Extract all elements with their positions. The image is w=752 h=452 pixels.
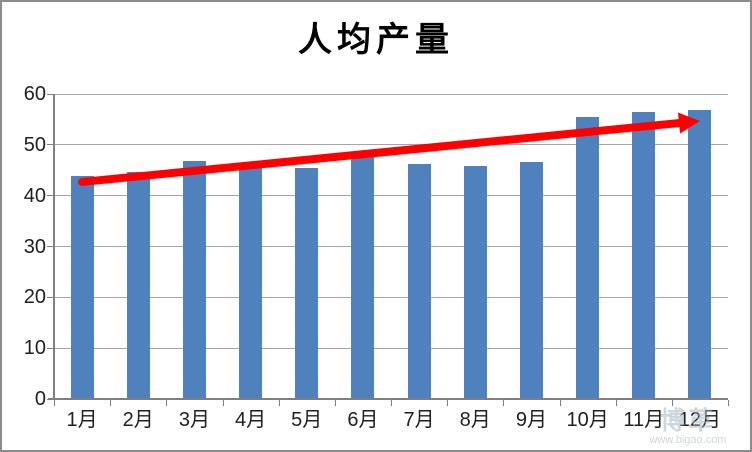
y-axis-label-10: 10 [23,337,46,360]
gridline-50 [54,144,728,146]
x-axis-tick-5 [334,400,336,406]
x-axis-label-8月: 8月 [459,409,491,431]
gridline-10 [54,347,728,349]
bar-2月 [126,172,150,399]
x-axis-tick-8 [503,400,505,406]
x-axis-label-1月: 1月 [66,409,98,431]
y-axis-label-30: 30 [23,235,46,258]
gridline-20 [54,296,728,298]
bar-12月 [688,109,712,399]
bar-7月 [407,163,431,399]
x-axis-label-9月: 9月 [515,409,547,431]
gridline-60 [54,93,728,95]
bar-3月 [182,161,206,399]
y-axis-tick-60 [47,93,54,95]
x-axis-tick-11 [671,400,673,406]
y-axis-label-60: 60 [23,83,46,105]
y-axis-label-50: 50 [23,133,46,156]
x-axis-label-11月: 11月 [623,409,665,431]
y-axis-tick-40 [47,195,54,197]
bar-4月 [239,165,263,399]
x-axis-tick-3 [222,400,224,406]
x-axis-label-10月: 10月 [566,409,609,431]
bar-5月 [295,168,319,399]
gridline-30 [54,246,728,247]
y-axis-label-20: 20 [23,286,46,309]
x-axis-label-6月: 6月 [347,409,379,431]
x-axis-tick-7 [447,400,449,406]
x-axis-tick-10 [615,400,617,406]
y-axis-tick-10 [47,347,54,349]
x-axis-label-3月: 3月 [178,409,210,431]
gridline-40 [54,195,728,197]
bar-9月 [519,162,543,399]
x-axis-line [48,398,728,400]
x-axis-label-2月: 2月 [122,409,154,431]
x-axis-tick-1 [110,400,112,406]
y-axis-line [53,94,55,400]
x-axis-tick-6 [391,400,392,406]
y-axis-tick-30 [47,246,54,247]
x-axis-tick-2 [166,400,168,406]
bar-1月 [70,176,94,399]
chart-title: 人均产量 [298,20,454,60]
x-axis-tick-4 [278,400,280,406]
x-axis-label-5月: 5月 [291,409,323,431]
x-axis-tick-12 [728,400,729,406]
bar-6月 [351,156,375,399]
bar-11月 [632,111,656,399]
x-axis-label-7月: 7月 [403,409,435,431]
y-axis-tick-20 [47,296,54,298]
bar-8月 [463,165,487,399]
x-axis-tick-0 [54,400,55,406]
y-axis-tick-50 [47,144,54,146]
y-axis-label-0: 0 [34,388,46,410]
x-axis-tick-9 [559,400,561,406]
x-axis-label-4月: 4月 [235,409,267,431]
x-axis-label-12月: 12月 [678,409,722,431]
watermark-url-text: www.bigao.com [649,434,727,446]
bar-10月 [576,117,600,399]
y-axis-label-40: 40 [23,184,46,207]
